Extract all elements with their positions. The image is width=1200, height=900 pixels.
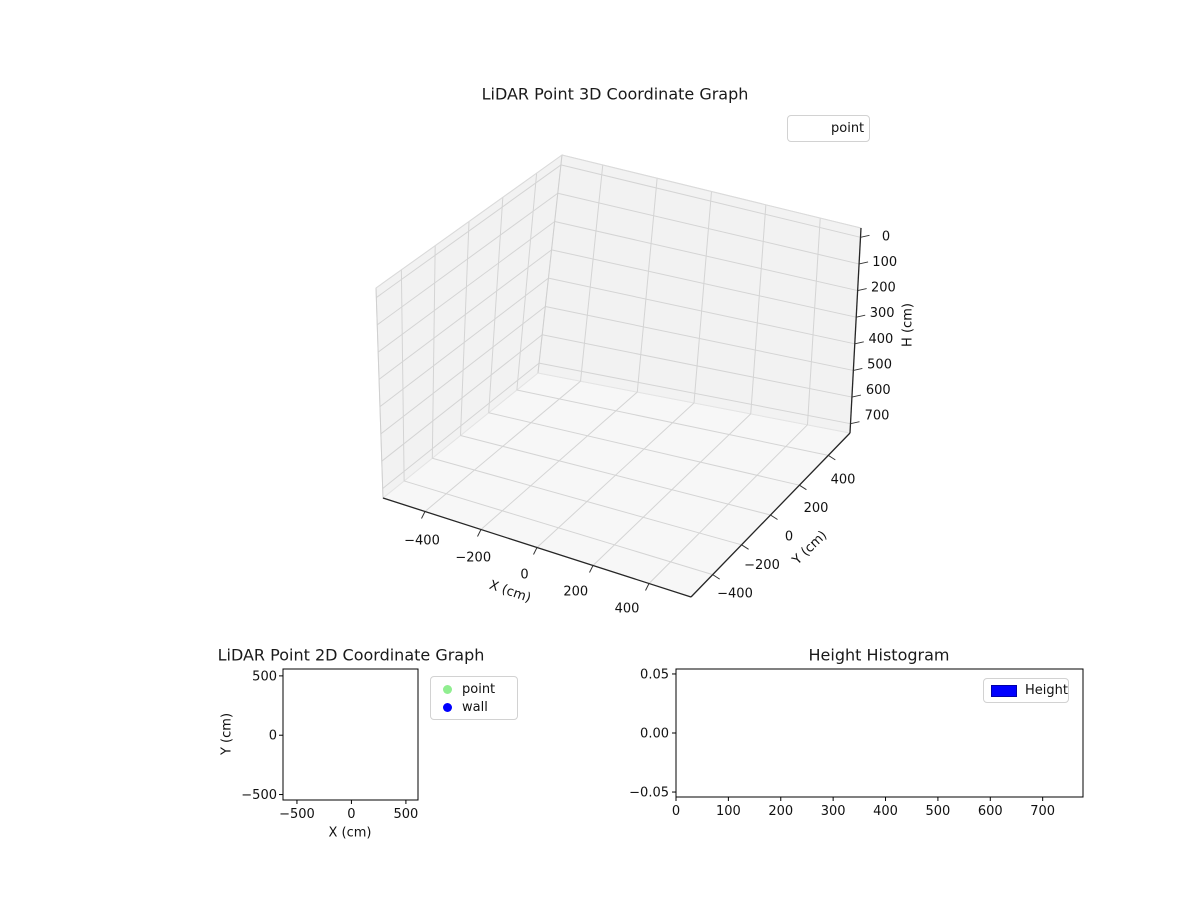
x-tick-label: 0 [347, 807, 355, 822]
y-tick-label: −200 [744, 558, 780, 573]
y-tick-label: −0.05 [629, 786, 669, 801]
grid-line [431, 245, 436, 459]
legend-label: wall [462, 699, 488, 715]
grid-line [516, 389, 829, 456]
plot3d-legend: point [787, 115, 870, 142]
z-tick [856, 314, 866, 318]
z-tick-label: 700 [865, 409, 890, 424]
y-tick-label: 0.00 [640, 727, 669, 742]
grid-line [460, 435, 771, 516]
y-tick [770, 514, 778, 520]
z-tick-label: 600 [866, 383, 891, 398]
wall-marker-icon [443, 702, 452, 712]
plot2d-xaxis-label: X (cm) [328, 825, 372, 841]
x-tick-label: 500 [925, 804, 950, 819]
y-tick-label: 0.05 [640, 667, 669, 682]
point-marker-icon [443, 684, 452, 694]
y-tick [828, 454, 836, 461]
z-axis-line [849, 227, 862, 434]
y-tick-label: −500 [241, 788, 277, 803]
x-tick [477, 529, 482, 537]
x-tick [533, 547, 538, 555]
z-tick-label: 0 [882, 230, 890, 245]
x-tick [421, 511, 426, 519]
legend-label: point [831, 121, 865, 136]
z-tick [857, 288, 867, 292]
y-tick [799, 484, 807, 491]
z-tick [854, 341, 864, 345]
plot2d-frame [282, 668, 419, 801]
plot2d-legend: point wall [430, 676, 518, 720]
histogram-legend: Height [983, 678, 1069, 703]
grid-line [488, 197, 504, 413]
z-tick-label: 400 [868, 332, 893, 347]
x-tick-label: 0 [672, 804, 680, 819]
grid-line [580, 164, 604, 382]
x-tick [645, 583, 650, 591]
grid-line [403, 480, 713, 576]
legend-entry-point: point [797, 121, 864, 136]
z-tick-label: 100 [872, 255, 897, 270]
x-tick-label: −400 [404, 534, 440, 549]
grid-line [693, 191, 712, 404]
point-marker-empty-icon [797, 124, 823, 134]
x-tick-label: 400 [873, 804, 898, 819]
z-tick-label: 300 [870, 306, 895, 321]
y-tick-label: 400 [831, 473, 856, 488]
x-tick-label: 700 [1030, 804, 1055, 819]
y-tick-label: −400 [717, 587, 753, 602]
box-edge [561, 154, 862, 229]
histogram-title: Height Histogram [808, 645, 950, 665]
x-tick-label: 200 [768, 804, 793, 819]
box-edge [537, 154, 563, 374]
x-tick-label: 200 [563, 585, 588, 600]
x-tick-label: 300 [821, 804, 846, 819]
grid-line [806, 218, 821, 425]
z-tick [860, 234, 870, 238]
legend-entry-height: Height [991, 683, 1068, 698]
legend-entry-point: point [437, 682, 511, 697]
z-tick [858, 261, 869, 265]
legend-label: point [462, 681, 496, 697]
x-tick [589, 565, 594, 573]
z-tick [850, 421, 860, 425]
x-tick-label: 0 [520, 568, 528, 583]
z-tick-label: 500 [867, 357, 892, 372]
plot3d-zaxis-label: H (cm) [900, 303, 916, 347]
grid-line [488, 412, 800, 486]
plot2d-yaxis-label: Y (cm) [219, 712, 235, 756]
z-tick-label: 200 [871, 281, 896, 296]
x-tick-label: 600 [978, 804, 1003, 819]
x-tick-label: −500 [279, 807, 315, 822]
box-edge [375, 287, 384, 499]
x-tick-label: −200 [455, 551, 491, 566]
y-tick-label: 0 [269, 729, 277, 744]
box-edge [375, 154, 563, 289]
grid-line [750, 204, 767, 414]
x-tick-label: 100 [716, 804, 741, 819]
height-swatch-icon [991, 684, 1017, 697]
x-tick-label: 400 [615, 602, 640, 617]
y-tick [741, 544, 749, 550]
z-tick [851, 394, 862, 398]
z-tick [853, 367, 863, 371]
y-tick [712, 574, 720, 580]
legend-label: Height [1025, 683, 1068, 698]
grid-line [636, 178, 658, 393]
y-tick-label: 200 [804, 501, 829, 516]
plot3d-title: LiDAR Point 3D Coordinate Graph [481, 84, 749, 104]
x-tick-label: 500 [393, 807, 418, 822]
y-tick-label: 0 [785, 530, 793, 545]
plot2d-title: LiDAR Point 2D Coordinate Graph [217, 645, 485, 665]
grid-line [516, 173, 538, 391]
grid-line [400, 269, 405, 481]
grid-line [460, 221, 470, 436]
legend-entry-wall: wall [437, 700, 511, 715]
grid-line [432, 457, 742, 546]
y-tick-label: 500 [252, 669, 277, 684]
